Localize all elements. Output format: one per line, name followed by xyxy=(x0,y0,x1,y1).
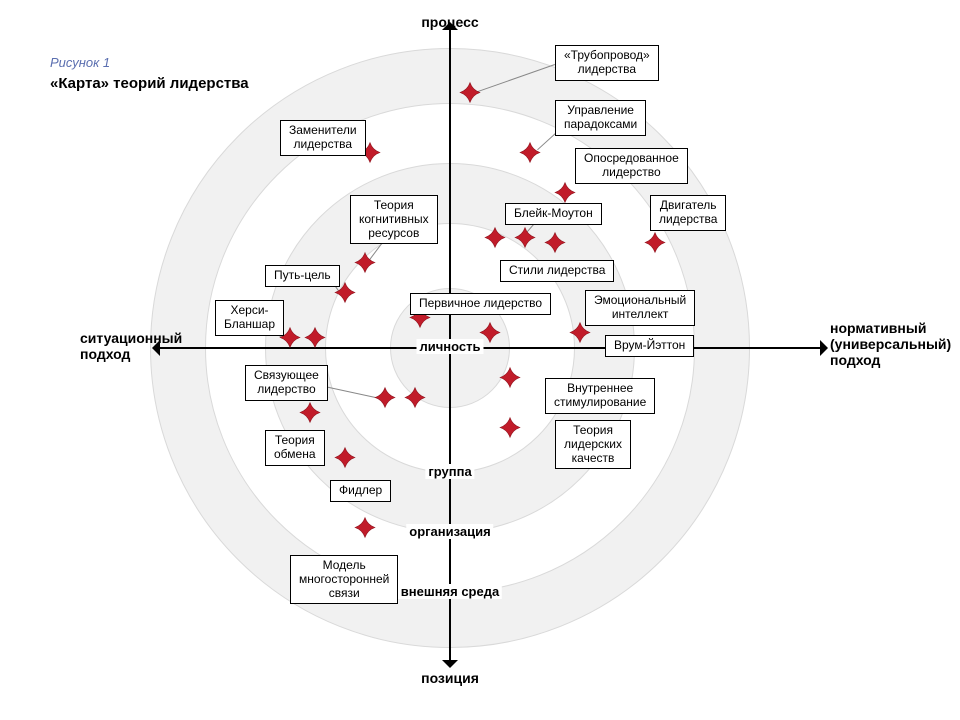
star-icon xyxy=(644,232,666,259)
star-icon xyxy=(354,517,376,544)
star-icon xyxy=(299,402,321,429)
ring-label: личность xyxy=(416,339,483,354)
arrow-down-icon xyxy=(442,660,458,668)
star-icon xyxy=(354,252,376,279)
theory-box: Внутреннее стимулирование xyxy=(545,378,655,414)
theory-box: Теория лидерских качеств xyxy=(555,420,631,469)
theory-box: Фидлер xyxy=(330,480,391,502)
theory-box: Врум-Йэттон xyxy=(605,335,694,357)
star-icon xyxy=(499,367,521,394)
theory-box: Стили лидерства xyxy=(500,260,614,282)
star-icon xyxy=(519,142,541,169)
axis-label-left: ситуационный подход xyxy=(80,330,182,362)
figure-number: Рисунок 1 xyxy=(50,55,110,70)
ring-label: группа xyxy=(425,464,474,479)
star-icon xyxy=(334,447,356,474)
theory-box: Эмоциональный интеллект xyxy=(585,290,695,326)
theory-box: Двигатель лидерства xyxy=(650,195,726,231)
star-icon xyxy=(374,387,396,414)
theory-box: Путь-цель xyxy=(265,265,340,287)
theory-box: «Трубопровод» лидерства xyxy=(555,45,659,81)
star-icon xyxy=(479,322,501,349)
theory-box: Заменители лидерства xyxy=(280,120,366,156)
arrow-right-icon xyxy=(820,340,828,356)
star-icon xyxy=(304,327,326,354)
theory-box: Управление парадоксами xyxy=(555,100,646,136)
axis-label-right: нормативный (универсальный) подход xyxy=(830,320,951,368)
theory-box: Связующее лидерство xyxy=(245,365,328,401)
star-icon xyxy=(484,227,506,254)
ring-label: внешняя среда xyxy=(398,584,502,599)
figure-title: «Карта» теорий лидерства xyxy=(50,75,249,92)
theory-box: Теория когнитивных ресурсов xyxy=(350,195,438,244)
ring-label: организация xyxy=(406,524,493,539)
theory-box: Опосредованное лидерство xyxy=(575,148,688,184)
star-icon xyxy=(544,232,566,259)
star-icon xyxy=(514,227,536,254)
theory-box: Первичное лидерство xyxy=(410,293,551,315)
star-icon xyxy=(499,417,521,444)
theory-box: Теория обмена xyxy=(265,430,325,466)
star-icon xyxy=(404,387,426,414)
axis-label-bottom: позиция xyxy=(421,670,479,686)
theory-box: Модель многосторонней связи xyxy=(290,555,398,604)
theory-box: Херси- Бланшар xyxy=(215,300,284,336)
axis-label-top: процесс xyxy=(421,14,478,30)
theory-box: Блейк-Моутон xyxy=(505,203,602,225)
diagram-canvas: { "meta": { "width": 960, "height": 720,… xyxy=(0,0,960,720)
star-icon xyxy=(459,82,481,109)
